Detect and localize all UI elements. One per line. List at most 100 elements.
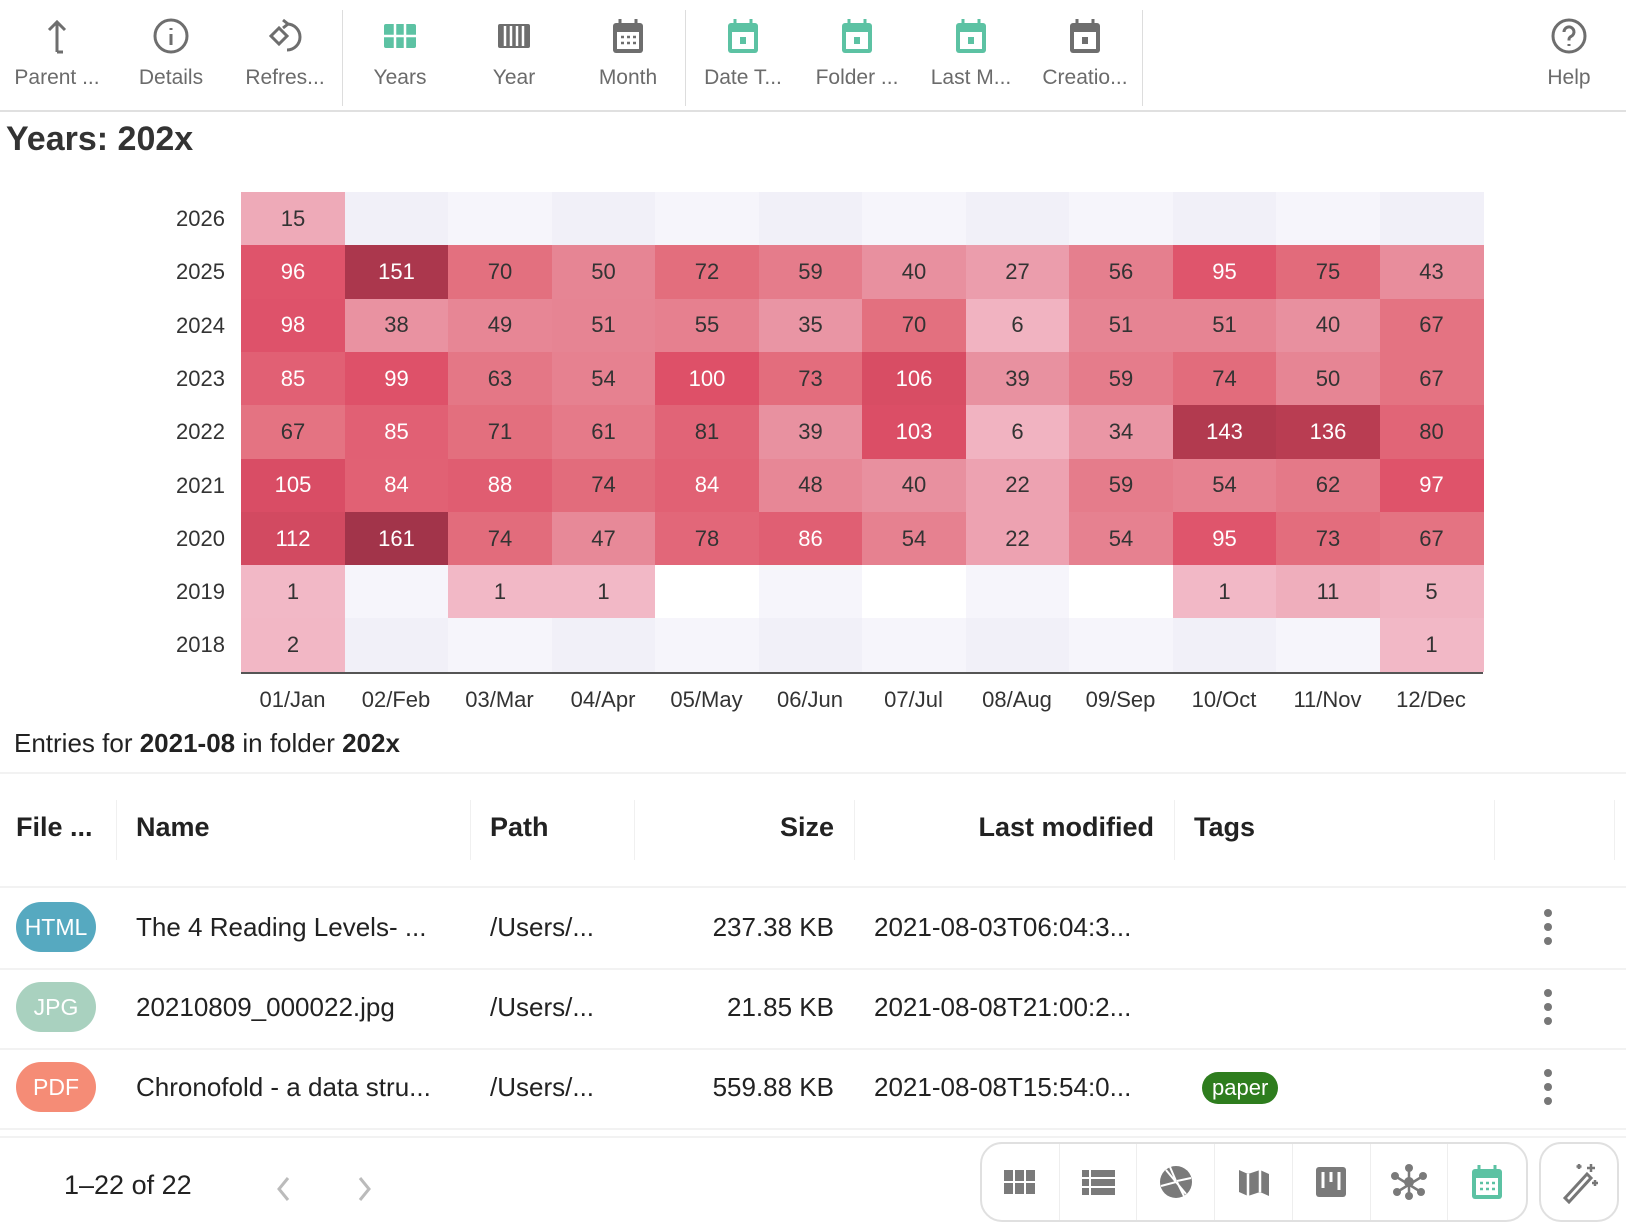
heatmap-cell[interactable]	[862, 565, 966, 619]
heatmap-cell[interactable]: 61	[551, 405, 656, 459]
column-header[interactable]: Size	[779, 812, 834, 842]
heatmap-cell[interactable]	[965, 192, 1070, 246]
heatmap-cell[interactable]	[862, 192, 966, 246]
gallery-button[interactable]	[1137, 1144, 1216, 1220]
heatmap-cell[interactable]	[655, 565, 759, 619]
heatmap-cell[interactable]: 39	[758, 405, 863, 459]
heatmap-cell[interactable]	[758, 192, 863, 246]
heatmap-cell[interactable]: 47	[551, 511, 656, 566]
heatmap-cell[interactable]: 49	[448, 298, 552, 353]
heatmap-cell[interactable]: 6	[965, 298, 1070, 353]
heatmap-cell[interactable]: 22	[965, 458, 1070, 513]
heatmap-cell[interactable]: 74	[448, 511, 552, 566]
heatmap-cell[interactable]	[758, 565, 863, 619]
row-menu-button[interactable]	[1536, 987, 1560, 1027]
toolbar-button-lastm[interactable]: Last M...	[914, 0, 1028, 110]
toolbar-button-refres[interactable]: Refres...	[228, 0, 342, 110]
heatmap-cell[interactable]: 1	[448, 565, 552, 619]
heatmap-cell[interactable]: 106	[862, 351, 966, 406]
file-type-badge[interactable]: JPG	[16, 982, 96, 1032]
toolbar-button-years[interactable]: Years	[343, 0, 457, 110]
heatmap-cell[interactable]	[1172, 192, 1277, 246]
heatmap-cell[interactable]: 40	[862, 458, 966, 513]
heatmap-cell[interactable]	[1276, 192, 1380, 246]
row-menu-button[interactable]	[1536, 1067, 1560, 1107]
file-type-badge[interactable]: HTML	[16, 902, 96, 952]
heatmap-cell[interactable]: 84	[344, 458, 449, 513]
heatmap-cell[interactable]	[965, 565, 1070, 619]
heatmap-cell[interactable]: 67	[1379, 298, 1484, 353]
heatmap-cell[interactable]: 161	[344, 511, 449, 566]
file-type-badge[interactable]: PDF	[16, 1062, 96, 1112]
toolbar-button-parent[interactable]: Parent ...	[0, 0, 114, 110]
toolbar-button-details[interactable]: Details	[114, 0, 228, 110]
heatmap-cell[interactable]	[965, 618, 1070, 673]
heatmap-cell[interactable]: 51	[1172, 298, 1277, 353]
heatmap-cell[interactable]	[1069, 192, 1173, 246]
heatmap-cell[interactable]: 78	[655, 511, 759, 566]
map-button[interactable]	[1215, 1144, 1293, 1220]
magic-wand-button[interactable]	[1539, 1142, 1619, 1222]
tag-chip[interactable]: paper	[1202, 1072, 1279, 1104]
heatmap-cell[interactable]: 80	[1379, 405, 1484, 459]
heatmap-cell[interactable]: 43	[1379, 245, 1484, 300]
heatmap-cell[interactable]: 105	[241, 458, 345, 513]
help-button[interactable]: Help	[1512, 0, 1626, 110]
heatmap-cell[interactable]: 54	[862, 511, 966, 566]
kanban-button[interactable]	[1293, 1144, 1371, 1220]
heatmap-cell[interactable]	[1069, 618, 1173, 673]
prev-page-icon[interactable]	[272, 1174, 296, 1204]
heatmap-cell[interactable]: 99	[344, 351, 449, 406]
heatmap-cell[interactable]: 35	[758, 298, 863, 353]
heatmap-cell[interactable]: 74	[1172, 351, 1277, 406]
heatmap-cell[interactable]	[655, 618, 759, 673]
heatmap-cell[interactable]: 15	[241, 192, 345, 246]
heatmap-cell[interactable]: 48	[758, 458, 863, 513]
heatmap-cell[interactable]	[1172, 618, 1277, 673]
heatmap-cell[interactable]: 95	[1172, 511, 1277, 566]
heatmap-cell[interactable]: 59	[1069, 458, 1173, 513]
heatmap-cell[interactable]: 151	[344, 245, 449, 300]
heatmap-cell[interactable]: 85	[344, 405, 449, 459]
heatmap-cell[interactable]: 70	[862, 298, 966, 353]
heatmap-cell[interactable]	[1069, 565, 1173, 619]
heatmap-cell[interactable]: 71	[448, 405, 552, 459]
column-header[interactable]: Name	[136, 812, 210, 842]
heatmap-cell[interactable]: 1	[241, 565, 345, 619]
heatmap-cell[interactable]: 40	[862, 245, 966, 300]
column-header[interactable]: Path	[490, 812, 549, 842]
heatmap-cell[interactable]	[448, 618, 552, 673]
heatmap-cell[interactable]: 59	[1069, 351, 1173, 406]
heatmap-cell[interactable]: 67	[1379, 511, 1484, 566]
heatmap-cell[interactable]: 143	[1172, 405, 1277, 459]
row-menu-button[interactable]	[1536, 907, 1560, 947]
heatmap-cell[interactable]: 5	[1379, 565, 1484, 619]
heatmap-cell[interactable]: 81	[655, 405, 759, 459]
heatmap-cell[interactable]: 2	[241, 618, 345, 673]
heatmap-cell[interactable]: 112	[241, 511, 345, 566]
grid-view-button[interactable]	[982, 1144, 1060, 1220]
heatmap-cell[interactable]: 34	[1069, 405, 1173, 459]
heatmap-cell[interactable]: 55	[655, 298, 759, 353]
toolbar-button-year[interactable]: Year	[457, 0, 571, 110]
heatmap-cell[interactable]: 97	[1379, 458, 1484, 513]
heatmap-cell[interactable]: 62	[1276, 458, 1380, 513]
list-view-button[interactable]	[1060, 1144, 1138, 1220]
graph-button[interactable]	[1371, 1144, 1449, 1220]
heatmap-cell[interactable]: 100	[655, 351, 759, 406]
heatmap-cell[interactable]	[344, 565, 449, 619]
column-header[interactable]: Tags	[1194, 812, 1256, 842]
heatmap-cell[interactable]: 84	[655, 458, 759, 513]
heatmap-cell[interactable]: 72	[655, 245, 759, 300]
heatmap-cell[interactable]	[448, 192, 552, 246]
heatmap-cell[interactable]: 54	[551, 351, 656, 406]
heatmap-cell[interactable]: 39	[965, 351, 1070, 406]
heatmap-cell[interactable]: 51	[1069, 298, 1173, 353]
heatmap-cell[interactable]: 98	[241, 298, 345, 353]
heatmap-cell[interactable]: 1	[1379, 618, 1484, 673]
heatmap-cell[interactable]: 96	[241, 245, 345, 300]
heatmap-cell[interactable]: 1	[1172, 565, 1277, 619]
heatmap-cell[interactable]: 27	[965, 245, 1070, 300]
heatmap-cell[interactable]: 74	[551, 458, 656, 513]
file-name[interactable]: Chronofold - a data stru...	[136, 1072, 431, 1102]
